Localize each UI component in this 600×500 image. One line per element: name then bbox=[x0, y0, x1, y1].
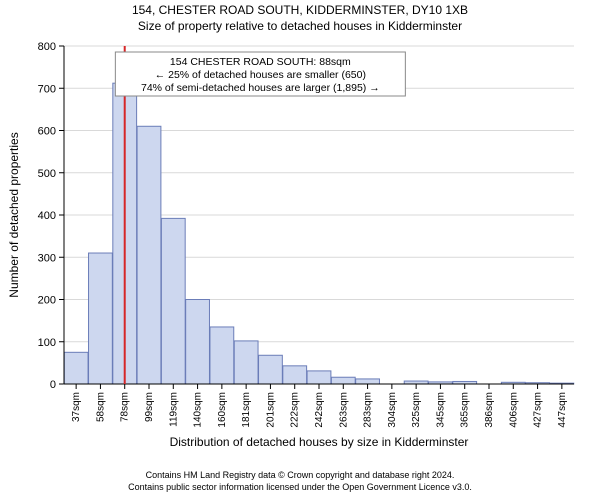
y-tick-label: 300 bbox=[38, 252, 56, 264]
histogram-bar bbox=[331, 377, 355, 384]
histogram-bar bbox=[64, 352, 88, 384]
property-size-histogram: 154, CHESTER ROAD SOUTH, KIDDERMINSTER, … bbox=[0, 0, 600, 500]
histogram-bar bbox=[186, 300, 210, 385]
histogram-bar bbox=[259, 355, 283, 384]
x-tick-label: 325sqm bbox=[411, 392, 422, 428]
x-tick-label: 263sqm bbox=[338, 392, 349, 428]
x-tick-label: 242sqm bbox=[314, 392, 325, 428]
histogram-bar bbox=[137, 126, 161, 384]
y-tick-label: 0 bbox=[50, 379, 56, 391]
x-tick-label: 58sqm bbox=[95, 392, 106, 422]
legend-line-3: 74% of semi-detached houses are larger (… bbox=[141, 82, 380, 94]
x-tick-label: 345sqm bbox=[435, 392, 446, 428]
x-tick-label: 201sqm bbox=[265, 392, 276, 428]
chart-subtitle: Size of property relative to detached ho… bbox=[138, 19, 462, 33]
y-tick-label: 700 bbox=[38, 83, 56, 95]
x-tick-label: 78sqm bbox=[120, 392, 131, 422]
y-tick-label: 800 bbox=[38, 41, 56, 53]
x-tick-label: 119sqm bbox=[168, 392, 179, 427]
y-tick-label: 600 bbox=[38, 126, 56, 138]
x-tick-label: 283sqm bbox=[363, 392, 374, 428]
footer-line-2: Contains public sector information licen… bbox=[128, 482, 472, 492]
chart-title: 154, CHESTER ROAD SOUTH, KIDDERMINSTER, … bbox=[132, 3, 468, 17]
x-tick-label: 181sqm bbox=[241, 392, 252, 428]
x-axis-label: Distribution of detached houses by size … bbox=[170, 435, 469, 449]
x-tick-label: 365sqm bbox=[460, 392, 471, 428]
x-tick-label: 427sqm bbox=[533, 392, 544, 428]
y-tick-label: 500 bbox=[38, 168, 56, 180]
x-tick-label: 447sqm bbox=[557, 392, 568, 428]
x-tick-label: 386sqm bbox=[484, 392, 495, 428]
histogram-bar bbox=[356, 379, 380, 384]
y-tick-label: 100 bbox=[38, 337, 56, 349]
histogram-bar bbox=[234, 341, 258, 384]
histogram-bar bbox=[161, 218, 185, 384]
legend-line-1: 154 CHESTER ROAD SOUTH: 88sqm bbox=[170, 56, 351, 68]
histogram-bar bbox=[307, 371, 331, 384]
histogram-bar bbox=[210, 327, 234, 384]
x-tick-label: 406sqm bbox=[508, 392, 519, 428]
histogram-bar bbox=[89, 253, 113, 384]
x-tick-label: 140sqm bbox=[193, 392, 204, 428]
x-tick-label: 37sqm bbox=[71, 392, 82, 422]
x-tick-label: 304sqm bbox=[387, 392, 398, 428]
x-tick-label: 160sqm bbox=[217, 392, 228, 428]
y-tick-label: 200 bbox=[38, 295, 56, 307]
y-axis-label: Number of detached properties bbox=[7, 132, 21, 297]
histogram-bar bbox=[283, 366, 307, 384]
x-tick-label: 99sqm bbox=[144, 392, 155, 422]
legend-line-2: ← 25% of detached houses are smaller (65… bbox=[155, 69, 366, 81]
x-tick-label: 222sqm bbox=[290, 392, 301, 428]
y-tick-label: 400 bbox=[38, 210, 56, 222]
footer-line-1: Contains HM Land Registry data © Crown c… bbox=[146, 470, 455, 480]
